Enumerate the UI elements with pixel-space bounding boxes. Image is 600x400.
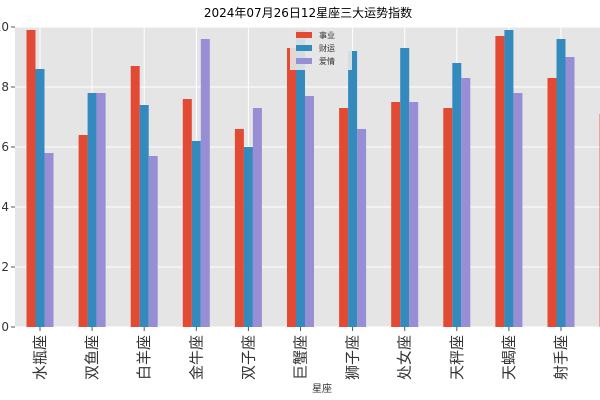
x-tick-label: 白羊座	[135, 335, 153, 380]
x-tick-label: 狮子座	[344, 335, 362, 380]
bar-事业	[443, 108, 453, 327]
x-tick-label: 射手座	[552, 335, 570, 380]
bar-财运	[400, 48, 410, 327]
bar-事业	[234, 129, 244, 327]
bar-事业	[287, 48, 296, 327]
bar-爱情	[357, 129, 367, 327]
bar-事业	[339, 108, 349, 327]
bar-事业	[391, 102, 401, 327]
bar-事业	[495, 36, 505, 327]
y-tick-label: 0	[1, 320, 9, 334]
x-axis-ticks: 水瓶座双鱼座白羊座金牛座双子座巨蟹座狮子座处女座天秤座天蝎座射手座摩羯座	[31, 327, 570, 380]
x-tick-label: 天蝎座	[500, 335, 518, 380]
bar-爱情	[96, 93, 106, 327]
bar-财运	[452, 63, 462, 327]
y-tick-label: 8	[1, 80, 9, 94]
x-axis-label: 星座	[312, 382, 332, 395]
x-tick-label: 双鱼座	[83, 335, 101, 380]
bar-爱情	[305, 96, 314, 327]
legend-swatch	[296, 58, 312, 64]
bar-财运	[504, 30, 514, 327]
x-tick-label: 水瓶座	[31, 335, 49, 380]
bar-爱情	[252, 108, 262, 327]
bar-爱情	[44, 153, 54, 327]
bar-爱情	[513, 93, 523, 327]
y-tick-label: 2	[1, 260, 9, 274]
bar-事业	[547, 78, 557, 327]
legend-label: 财运	[319, 43, 335, 53]
bar-财运	[348, 51, 358, 327]
y-axis-ticks: 0 2 4 6 8 10	[0, 20, 15, 334]
y-tick-label: 4	[1, 200, 9, 214]
legend-label: 事业	[319, 30, 335, 40]
bar-财运	[191, 141, 201, 327]
bar-爱情	[461, 78, 471, 327]
x-tick-label: 金牛座	[187, 335, 205, 380]
legend-swatch	[296, 32, 312, 38]
bar-事业	[78, 135, 88, 327]
y-tick-label: 6	[1, 140, 9, 154]
bar-财运	[243, 147, 253, 327]
legend-swatch	[296, 45, 312, 51]
bar-事业	[182, 99, 192, 327]
bar-事业	[26, 30, 36, 327]
chart-title: 2024年07月26日12星座三大运势指数	[204, 5, 412, 20]
bar-财运	[35, 69, 45, 327]
bar-财运	[139, 105, 149, 327]
y-tick-label: 10	[0, 20, 9, 34]
x-tick-label: 双子座	[239, 335, 257, 380]
x-tick-label: 天秤座	[448, 335, 466, 380]
x-tick-label: 处女座	[396, 335, 414, 380]
bar-财运	[296, 30, 305, 327]
x-tick-label: 巨蟹座	[292, 335, 310, 380]
bar-爱情	[148, 156, 158, 327]
bar-爱情	[200, 39, 210, 327]
bar-爱情	[565, 57, 575, 327]
bar-财运	[87, 93, 97, 327]
bar-series	[26, 30, 600, 327]
bar-爱情	[409, 102, 419, 327]
bar-财运	[556, 39, 566, 327]
legend-label: 爱情	[319, 56, 335, 66]
bar-事业	[130, 66, 140, 327]
